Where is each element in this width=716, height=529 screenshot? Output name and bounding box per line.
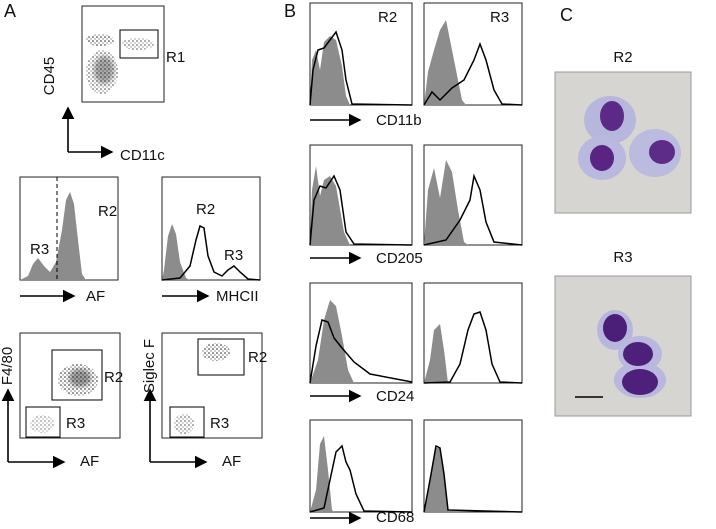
gate-label: R1: [166, 49, 185, 66]
cell-image: [554, 71, 692, 214]
peak-label: R2: [196, 201, 215, 218]
image-label: R2: [613, 49, 632, 66]
gate-label: R3: [210, 415, 229, 432]
axis-label: AF: [222, 453, 241, 470]
column-label: R2: [378, 9, 397, 26]
marker-label: CD11b: [376, 112, 422, 129]
gate-label: R2: [104, 369, 123, 386]
marker-label: CD24: [376, 388, 414, 405]
histogram-grid: [309, 2, 523, 513]
marker-label: CD205: [376, 250, 423, 267]
af-histogram: [19, 176, 119, 281]
axis-label: F4/80: [0, 347, 16, 385]
column-label: R3: [490, 9, 509, 26]
marker-label: CD68: [376, 509, 414, 524]
panel-letter: C: [560, 5, 573, 25]
axis-label: CD45: [41, 57, 58, 95]
gate-label: R2: [248, 349, 267, 366]
panel-letter: B: [284, 1, 296, 21]
panel-letter: A: [4, 1, 16, 21]
axis-label: CD11c: [120, 147, 165, 164]
image-label: R3: [613, 249, 632, 266]
axis-label: AF: [80, 453, 99, 470]
axis-label: AF: [86, 288, 105, 305]
peak-label: R2: [98, 203, 117, 220]
mhcii-histogram: [161, 176, 261, 281]
peak-label: R3: [30, 241, 49, 258]
siglec-scatter: [161, 332, 263, 439]
cell-image: [554, 275, 692, 417]
axis-label: MHCII: [216, 288, 259, 305]
axis-label: Siglec F: [141, 339, 158, 393]
gate-label: R3: [66, 415, 85, 432]
cd45-scatter: [81, 5, 165, 103]
f480-scatter: [19, 332, 121, 439]
peak-label: R3: [224, 247, 243, 264]
